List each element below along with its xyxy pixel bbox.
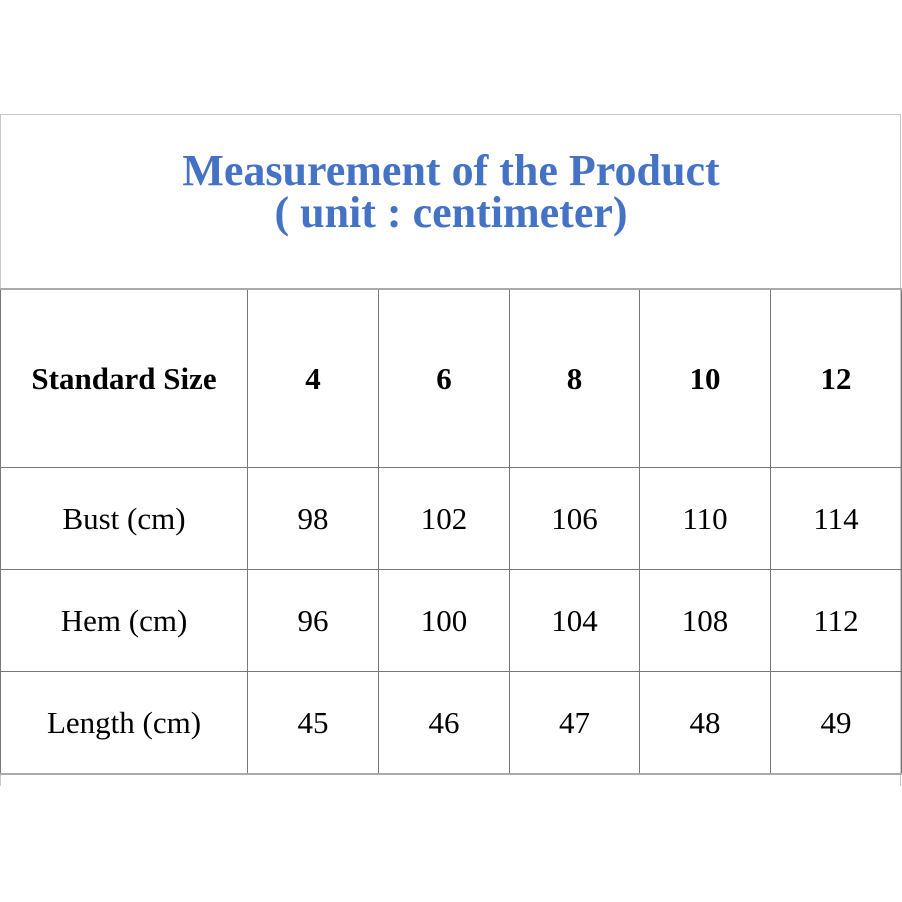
cell: 100 [378,569,510,672]
cell: 48 [639,671,771,775]
cell: 46 [378,671,510,775]
table-header-row: Standard Size 4 6 8 10 12 [0,288,902,468]
header-cell: 10 [639,288,771,468]
header-cell: 4 [247,288,379,468]
cell: 104 [509,569,640,672]
cell: 96 [247,569,379,672]
cell: 98 [247,467,379,570]
cell: 102 [378,467,510,570]
cell: 110 [639,467,771,570]
title-line-2: ( unit : centimeter) [274,188,628,237]
cell: 108 [639,569,771,672]
row-label: Hem (cm) [0,569,248,672]
header-cell: 12 [770,288,902,468]
header-cell: Standard Size [0,288,248,468]
table-row: Hem (cm) 96 100 104 108 112 [0,569,902,672]
cell: 114 [770,467,902,570]
cell: 47 [509,671,640,775]
header-cell: 6 [378,288,510,468]
title-line-1: Measurement of the Product [182,146,720,195]
table-row: Length (cm) 45 46 47 48 49 [0,671,902,775]
table-row: Bust (cm) 98 102 106 110 114 [0,467,902,570]
page-title: Measurement of the Product ( unit : cent… [0,146,902,237]
cell: 45 [247,671,379,775]
size-chart-table: Standard Size 4 6 8 10 12 Bust (cm) 98 1… [0,288,902,775]
header-cell: 8 [509,288,640,468]
row-label: Length (cm) [0,671,248,775]
cell: 112 [770,569,902,672]
cell: 106 [509,467,640,570]
row-label: Bust (cm) [0,467,248,570]
cell: 49 [770,671,902,775]
